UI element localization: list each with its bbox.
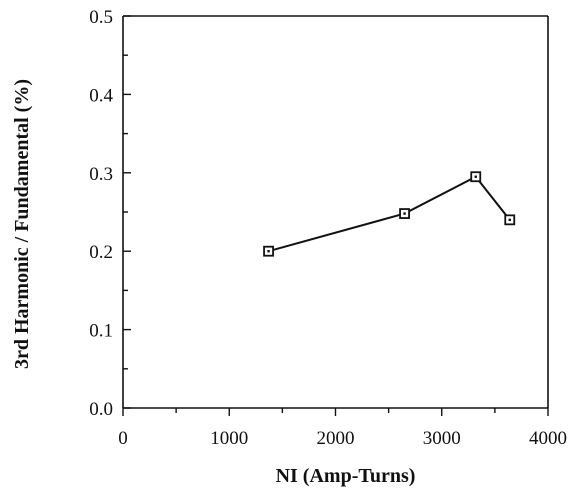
plot-frame [122,15,549,409]
data-point-center [403,212,406,215]
data-point-center [267,250,270,253]
data-point-center [474,175,477,178]
data-point [470,171,482,183]
x-tick-label: 2000 [317,428,355,449]
y-tick-label: 0.5 [89,7,113,28]
y-tick-label: 0.0 [89,399,113,420]
x-tick-label: 4000 [529,428,567,449]
y-axis-title: 3rd Harmonic / Fundamental (%) [11,79,33,369]
data-point [263,245,274,257]
x-axis-ticks: 0 1000 2000 3000 4000 [118,408,567,449]
data-point [399,208,410,219]
series-layer [263,171,516,257]
y-axis-ticks: 0.0 0.1 0.2 0.3 0.4 0.5 [89,7,131,420]
x-tick-label: 3000 [423,428,461,449]
series-line [268,175,511,253]
x-tick-label: 0 [118,428,128,449]
data-point-center [508,218,511,222]
x-axis-title: NI (Amp-Turns) [276,465,416,487]
x-tick-label: 1000 [210,428,248,449]
y-tick-label: 0.1 [89,321,113,342]
y-tick-label: 0.2 [89,242,113,263]
data-point [504,214,516,226]
y-tick-label: 0.3 [89,164,113,185]
y-tick-label: 0.4 [89,85,113,106]
